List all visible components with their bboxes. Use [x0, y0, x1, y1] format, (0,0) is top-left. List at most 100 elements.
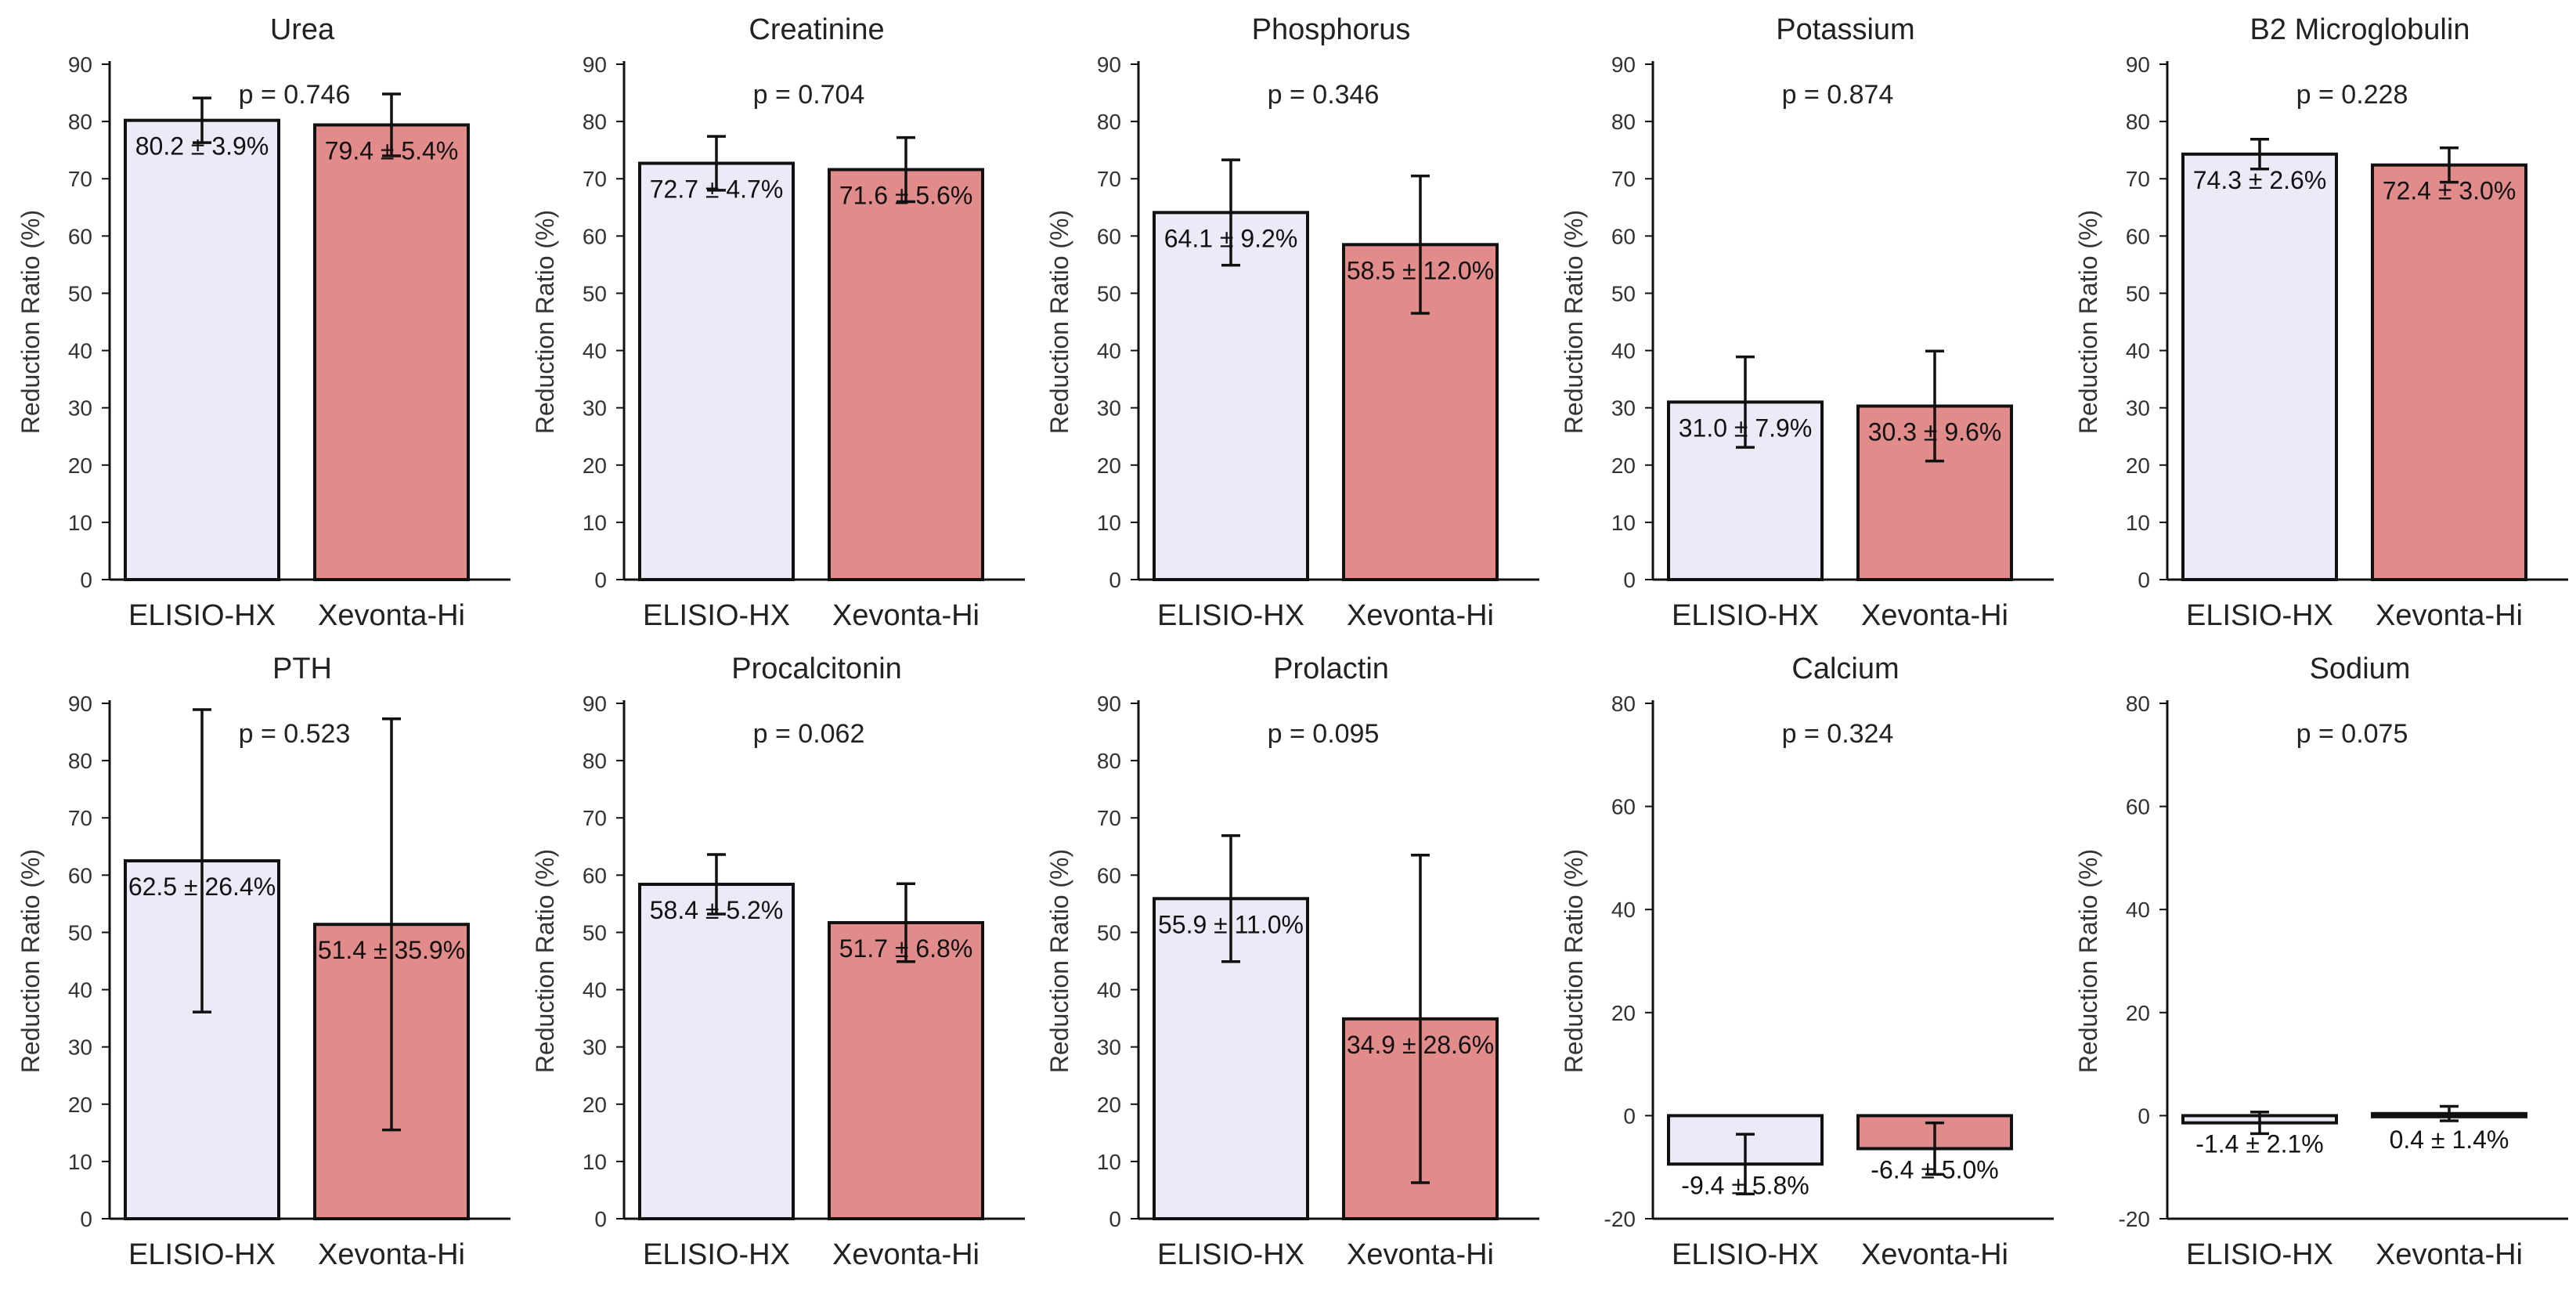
p-value: p = 0.062 — [753, 719, 865, 749]
category-label: ELISIO-HX — [1157, 1238, 1304, 1271]
data-label: 31.0 ± 7.9% — [1679, 414, 1813, 442]
p-value: p = 0.523 — [239, 719, 351, 749]
y-tick-label: 90 — [583, 52, 607, 77]
y-tick-label: 40 — [68, 339, 92, 363]
y-tick-label: 10 — [2126, 511, 2150, 535]
panel-title: Sodium — [2310, 652, 2411, 685]
y-axis-label: Reduction Ratio (%) — [1045, 849, 1073, 1073]
bar-elisio-hx — [638, 883, 795, 1221]
y-tick-label: 50 — [1611, 281, 1636, 305]
data-label: 71.6 ± 5.6% — [839, 182, 973, 210]
y-tick-label: 60 — [583, 224, 607, 248]
y-tick-label: 20 — [2126, 1001, 2150, 1025]
y-tick-label: 30 — [1097, 396, 1121, 421]
data-label: 51.4 ± 35.9% — [318, 936, 465, 964]
p-value: p = 0.324 — [1782, 719, 1894, 749]
y-tick-label: 70 — [2126, 167, 2150, 191]
category-label: ELISIO-HX — [2186, 599, 2333, 632]
y-tick-label: 20 — [1611, 1001, 1636, 1025]
y-tick-label: 0 — [1109, 1207, 1121, 1231]
data-label: 79.4 ± 5.4% — [325, 136, 459, 164]
category-label: ELISIO-HX — [2186, 1238, 2333, 1271]
y-tick-label: 30 — [68, 1035, 92, 1060]
y-tick-label: 0 — [80, 1207, 92, 1231]
y-tick-label: 10 — [68, 511, 92, 535]
y-tick-label: 90 — [1611, 52, 1636, 77]
y-tick-label: 20 — [68, 1093, 92, 1117]
panel-procalcitonin: Procalcitonin 0 10 20 30 40 50 60 70 80 90 Reductio… — [531, 652, 1025, 1271]
y-tick-label: 50 — [68, 281, 92, 305]
y-tick-label: 10 — [1097, 511, 1121, 535]
y-axis-label: Reduction Ratio (%) — [1560, 210, 1588, 434]
y-tick-label: 50 — [583, 281, 607, 305]
y-tick-label: 90 — [583, 692, 607, 716]
category-label: ELISIO-HX — [128, 1238, 276, 1271]
panel-b2-microglobulin: B2 Microglobulin 0 10 20 30 40 50 60 70 80 90 Reduc… — [2074, 13, 2568, 632]
panel-title: B2 Microglobulin — [2250, 13, 2470, 46]
y-tick-label: 80 — [583, 749, 607, 773]
y-tick-label: 80 — [1611, 692, 1636, 716]
category-label: Xevonta-Hi — [1861, 1238, 2008, 1271]
category-label: ELISIO-HX — [643, 599, 790, 632]
data-label: 74.3 ± 2.6% — [2193, 166, 2327, 194]
y-axis-label: Reduction Ratio (%) — [16, 210, 45, 434]
category-label: Xevonta-Hi — [2376, 1238, 2523, 1271]
y-tick-label: 20 — [1097, 1093, 1121, 1117]
y-tick-label: 80 — [1097, 110, 1121, 134]
data-label: 72.4 ± 3.0% — [2383, 177, 2516, 205]
y-tick-label: 40 — [68, 978, 92, 1003]
category-label: Xevonta-Hi — [1861, 599, 2008, 632]
panel-urea: Urea 0 10 20 30 40 50 60 70 80 90 Reduction Ratio (… — [16, 13, 511, 632]
y-tick-label: 90 — [2126, 52, 2150, 77]
y-tick-label: 20 — [68, 453, 92, 478]
y-tick-label: 60 — [1611, 795, 1636, 819]
data-label: 0.4 ± 1.4% — [2390, 1126, 2509, 1154]
panel-phosphorus: Phosphorus 0 10 20 30 40 50 60 70 80 90 Reduction R… — [1045, 13, 1539, 632]
y-tick-label: 70 — [583, 806, 607, 830]
panel-pth: PTH 0 10 20 30 40 50 60 70 80 90 Reduction Ratio (%… — [16, 652, 511, 1271]
data-label: 30.3 ± 9.6% — [1868, 417, 2002, 446]
y-tick-label: 50 — [1097, 281, 1121, 305]
y-tick-label: 20 — [1611, 453, 1636, 478]
category-label: Xevonta-Hi — [2376, 599, 2523, 632]
y-tick-label: 60 — [1097, 224, 1121, 248]
p-value: p = 0.346 — [1268, 80, 1380, 110]
data-label: 34.9 ± 28.6% — [1347, 1031, 1494, 1059]
y-tick-label: 70 — [1611, 167, 1636, 191]
panel-sodium: Sodium -20 0 20 40 60 80 Reduction Ratio (%) p =… — [2074, 652, 2568, 1271]
y-tick-label: 10 — [68, 1150, 92, 1174]
y-tick-label: 90 — [68, 52, 92, 77]
panel-title: Creatinine — [749, 13, 884, 46]
category-label: Xevonta-Hi — [318, 1238, 465, 1271]
y-tick-label: 40 — [1097, 339, 1121, 363]
y-tick-label: 60 — [2126, 795, 2150, 819]
y-tick-label: 80 — [68, 749, 92, 773]
y-tick-label: 50 — [68, 920, 92, 945]
p-value: p = 0.704 — [753, 80, 865, 110]
y-tick-label: 40 — [583, 978, 607, 1003]
category-label: ELISIO-HX — [1672, 599, 1819, 632]
y-tick-label: 60 — [68, 863, 92, 887]
p-value: p = 0.874 — [1782, 80, 1894, 110]
y-tick-label: 0 — [2138, 568, 2150, 592]
bar-xevonta-hi — [313, 123, 470, 581]
y-tick-label: 0 — [2138, 1104, 2150, 1128]
panel-creatinine: Creatinine 0 10 20 30 40 50 60 70 80 90 Reduction R… — [531, 13, 1025, 632]
y-tick-label: 10 — [1097, 1150, 1121, 1174]
panel-title: Procalcitonin — [731, 652, 902, 685]
data-label: 80.2 ± 3.9% — [135, 132, 269, 161]
y-tick-label: 80 — [1611, 110, 1636, 134]
y-tick-label: 0 — [80, 568, 92, 592]
category-label: ELISIO-HX — [643, 1238, 790, 1271]
y-tick-label: 30 — [68, 396, 92, 421]
bar-xevonta-hi — [828, 921, 984, 1220]
y-tick-label: 30 — [1611, 396, 1636, 421]
y-tick-label: 0 — [594, 1207, 607, 1231]
y-axis-label: Reduction Ratio (%) — [531, 849, 559, 1073]
y-tick-label: 0 — [594, 568, 607, 592]
bar-xevonta-hi — [828, 168, 984, 582]
data-label: 58.4 ± 5.2% — [650, 896, 784, 924]
y-tick-label: 10 — [583, 1150, 607, 1174]
y-tick-label: 10 — [1611, 511, 1636, 535]
data-label: 64.1 ± 9.2% — [1164, 224, 1298, 252]
